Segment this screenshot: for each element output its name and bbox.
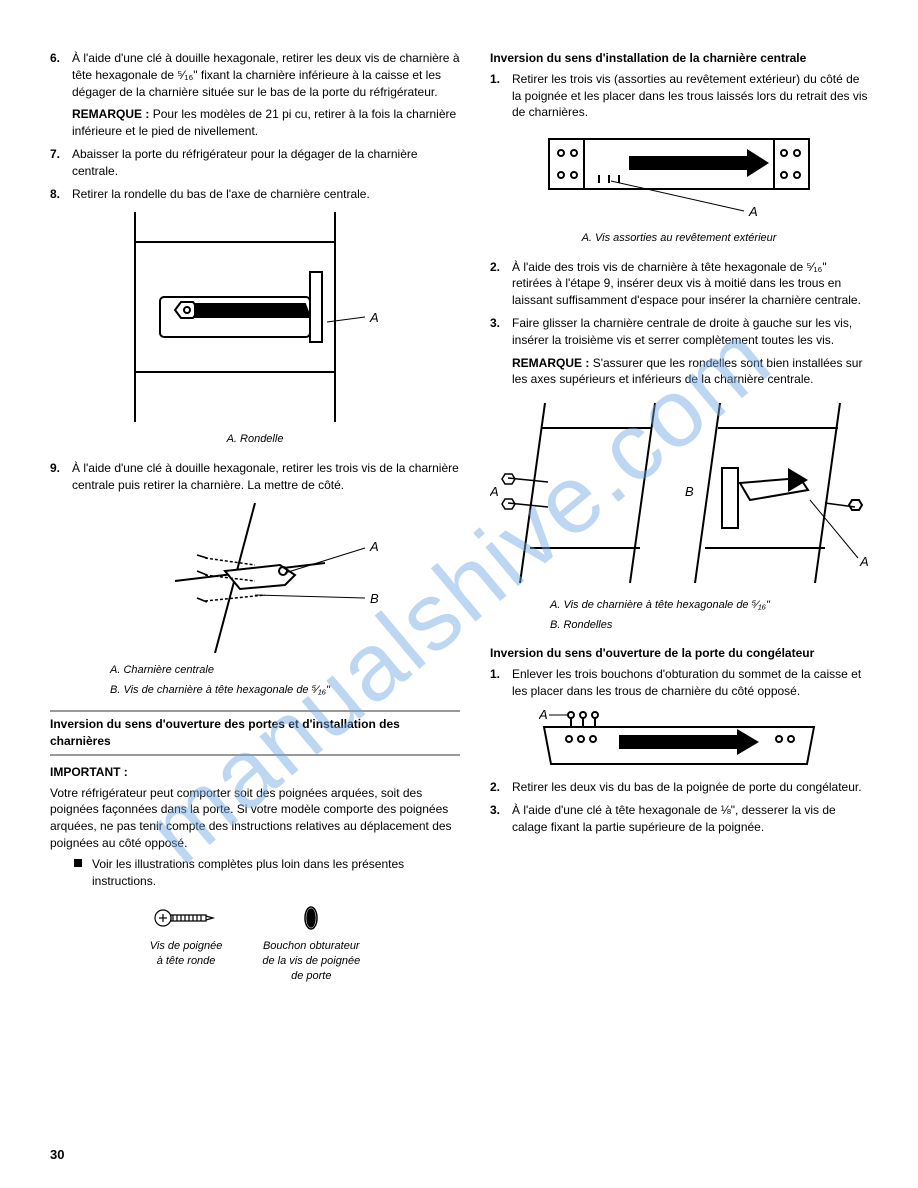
step-number: 8. — [50, 186, 72, 203]
right-step-2: 2. À l'aide des trois vis de charnière à… — [490, 259, 868, 309]
svg-text:A: A — [369, 539, 379, 554]
step-number: 1. — [490, 666, 512, 700]
freezer-step-2: 2. Retirer les deux vis du bas de la poi… — [490, 779, 868, 796]
figure-freezer-plugs: A — [490, 709, 868, 769]
right-column: Inversion du sens d'installation de la c… — [490, 50, 868, 989]
figure-washer-caption: A. Rondelle — [50, 432, 460, 447]
figure-hinge-slide: A B A — [490, 398, 868, 588]
step-number: 7. — [50, 146, 72, 180]
handle-screw-item: Vis de poignée à tête ronde — [150, 903, 223, 985]
right-step3-remark: REMARQUE : S'assurer que les rondelles s… — [490, 355, 868, 389]
important-label: IMPORTANT : — [50, 764, 460, 781]
step-number: 6. — [50, 50, 72, 100]
svg-text:A: A — [859, 554, 869, 569]
page-columns: 6. À l'aide d'une clé à douille hexagona… — [50, 50, 868, 989]
step-7: 7. Abaisser la porte du réfrigérateur po… — [50, 146, 460, 180]
step-text: Enlever les trois bouchons d'obturation … — [512, 666, 868, 700]
bullet-square-icon — [74, 859, 82, 867]
step-text: À l'aide d'une clé à douille hexagonale,… — [72, 50, 460, 100]
figure-washer-hinge: A — [50, 212, 460, 422]
handle-plug-item: Bouchon obturateur de la vis de poignée … — [262, 903, 360, 985]
figure-center-hinge: A B — [50, 503, 460, 653]
step-9: 9. À l'aide d'une clé à douille hexagona… — [50, 460, 460, 494]
bullet-text: Voir les illustrations complètes plus lo… — [92, 856, 460, 890]
step-number: 2. — [490, 259, 512, 309]
svg-text:A: A — [539, 709, 548, 722]
step-text: À l'aide des trois vis de charnière à tê… — [512, 259, 868, 309]
handle-plug-label: Bouchon obturateur de la vis de poignée … — [262, 939, 360, 985]
step-6-remark: REMARQUE : Pour les modèles de 21 pi cu,… — [50, 106, 460, 140]
step-text: Retirer les deux vis du bas de la poigné… — [512, 779, 868, 796]
step-text: Abaisser la porte du réfrigérateur pour … — [72, 146, 460, 180]
svg-text:A: A — [748, 204, 758, 219]
step-number: 9. — [50, 460, 72, 494]
right-step-1: 1. Retirer les trois vis (assorties au r… — [490, 71, 868, 121]
right-step-3: 3. Faire glisser la charnière centrale d… — [490, 315, 868, 349]
heading-center-hinge: Inversion du sens d'installation de la c… — [490, 50, 868, 67]
svg-text:B: B — [370, 591, 379, 606]
page-number: 30 — [50, 1146, 64, 1164]
heading-freezer-door: Inversion du sens d'ouverture de la port… — [490, 645, 868, 662]
section-header-door-reverse: Inversion du sens d'ouverture des portes… — [50, 710, 460, 756]
step-8: 8. Retirer la rondelle du bas de l'axe d… — [50, 186, 460, 203]
step-number: 3. — [490, 315, 512, 349]
step-number: 3. — [490, 802, 512, 836]
important-text: Votre réfrigérateur peut comporter soit … — [50, 785, 460, 852]
svg-text:A: A — [369, 310, 379, 325]
step-6: 6. À l'aide d'une clé à douille hexagona… — [50, 50, 460, 100]
fig3-caption: A. Vis assorties au revêtement extérieur — [490, 231, 868, 246]
step-number: 1. — [490, 71, 512, 121]
remark-label: REMARQUE : — [72, 107, 149, 121]
bullet-illustrations: Voir les illustrations complètes plus lo… — [74, 856, 460, 890]
freezer-step-3: 3. À l'aide d'une clé à tête hexagonale … — [490, 802, 868, 836]
svg-text:A: A — [490, 484, 499, 499]
step-text: À l'aide d'une clé à douille hexagonale,… — [72, 460, 460, 494]
step-text: Retirer les trois vis (assorties au revê… — [512, 71, 868, 121]
fig4-caption-b: B. Rondelles — [550, 618, 868, 633]
step-text: Retirer la rondelle du bas de l'axe de c… — [72, 186, 460, 203]
freezer-step-1: 1. Enlever les trois bouchons d'obturati… — [490, 666, 868, 700]
left-column: 6. À l'aide d'une clé à douille hexagona… — [50, 50, 460, 989]
fig4-caption-a: A. Vis de charnière à tête hexagonale de… — [550, 598, 868, 613]
step-text: Faire glisser la charnière centrale de d… — [512, 315, 868, 349]
step-text: À l'aide d'une clé à tête hexagonale de … — [512, 802, 868, 836]
figure-exterior-screws: A — [490, 131, 868, 221]
fig2-caption-a: A. Charnière centrale — [110, 663, 460, 678]
svg-text:B: B — [685, 484, 694, 499]
step-number: 2. — [490, 779, 512, 796]
remark-label: REMARQUE : — [512, 356, 589, 370]
handle-screw-label: Vis de poignée à tête ronde — [150, 939, 223, 970]
figure-handle-parts: Vis de poignée à tête ronde Bouchon obtu… — [50, 903, 460, 985]
fig2-caption-b: B. Vis de charnière à tête hexagonale de… — [110, 683, 460, 698]
